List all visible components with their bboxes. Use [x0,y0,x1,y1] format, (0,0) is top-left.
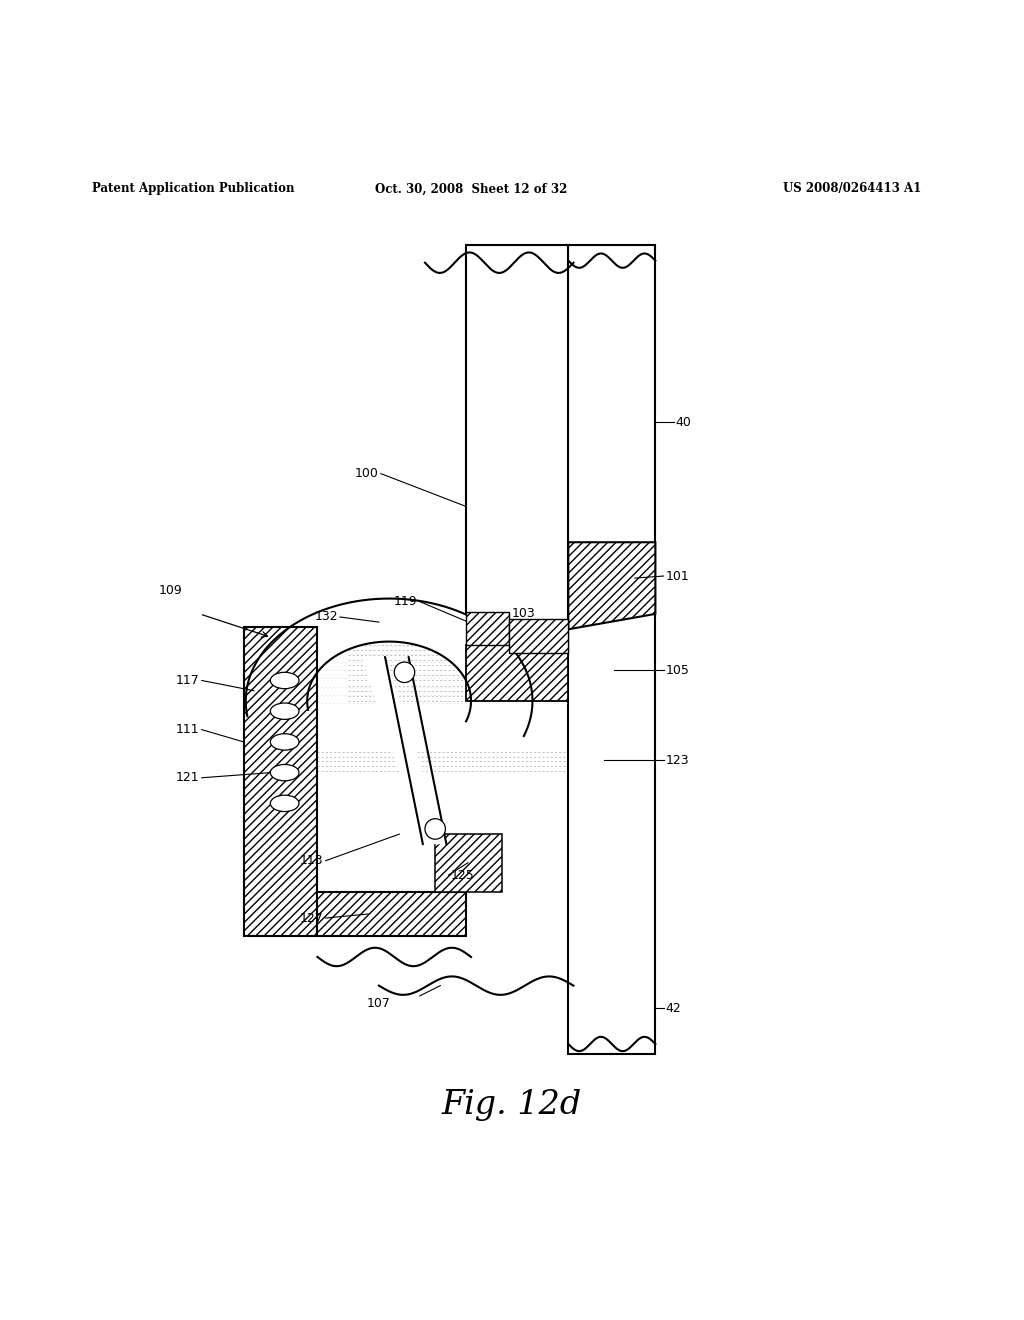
Text: 100: 100 [355,467,379,480]
Polygon shape [435,834,502,892]
Polygon shape [246,598,532,737]
Text: 123: 123 [666,754,689,767]
Ellipse shape [270,672,299,689]
Text: 40: 40 [676,416,692,429]
Circle shape [425,818,445,840]
Text: 101: 101 [666,569,689,582]
Text: 103: 103 [512,607,536,620]
Text: 42: 42 [666,1002,681,1015]
Circle shape [394,663,415,682]
Bar [568,246,655,1055]
Text: US 2008/0264413 A1: US 2008/0264413 A1 [783,182,922,195]
Polygon shape [317,892,466,936]
Text: Fig. 12d: Fig. 12d [442,1089,582,1122]
Polygon shape [466,644,568,701]
Text: 113: 113 [300,854,324,867]
Polygon shape [361,657,446,845]
Text: 109: 109 [159,583,182,597]
Text: 119: 119 [394,595,418,609]
Bar [466,246,568,655]
Ellipse shape [270,795,299,812]
Ellipse shape [270,704,299,719]
Text: 111: 111 [176,723,200,737]
Ellipse shape [270,734,299,750]
Polygon shape [568,543,655,630]
Text: 125: 125 [451,869,474,882]
Text: 121: 121 [176,771,200,784]
Text: Oct. 30, 2008  Sheet 12 of 32: Oct. 30, 2008 Sheet 12 of 32 [375,182,567,195]
Polygon shape [244,627,317,936]
Text: 132: 132 [314,610,338,623]
Text: 117: 117 [176,675,200,686]
Ellipse shape [270,764,299,781]
Text: 127: 127 [300,912,324,924]
Bar [466,612,509,644]
Bar [509,619,568,653]
Text: 105: 105 [666,664,689,677]
Text: Patent Application Publication: Patent Application Publication [92,182,295,195]
Text: 107: 107 [367,997,391,1010]
